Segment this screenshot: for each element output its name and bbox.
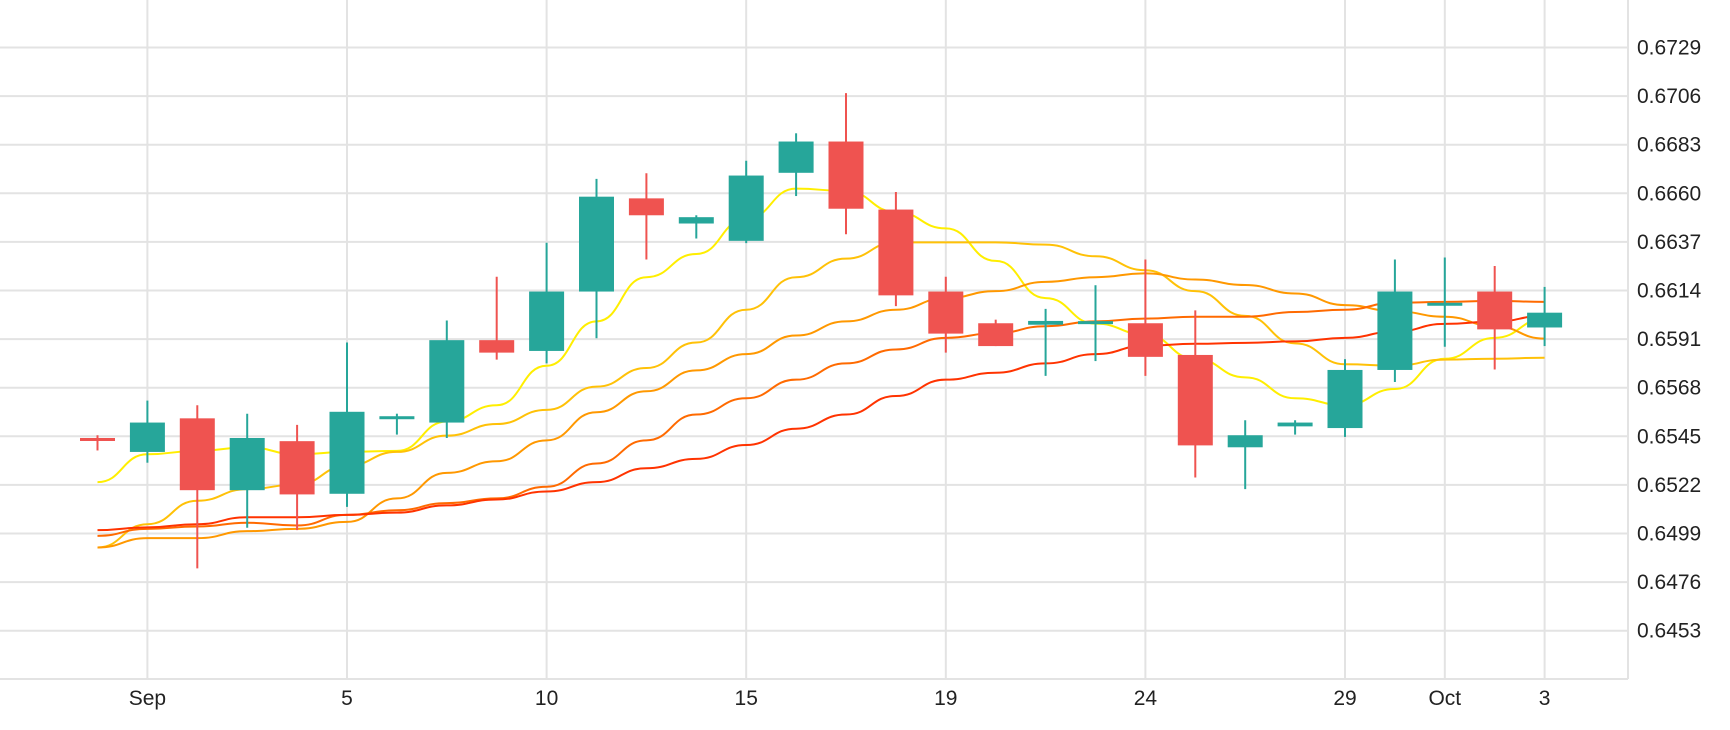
candle-body [678, 217, 714, 224]
candle-up [728, 160, 764, 244]
x-tick-label: 15 [735, 687, 758, 710]
candle-body [878, 209, 914, 296]
candle-body [1177, 354, 1213, 446]
x-axis: Sep 5 10 15 19 24 29 Oct 3 [129, 687, 1551, 710]
candle-down [1477, 265, 1513, 370]
candle-down [628, 173, 664, 260]
candle-up [329, 342, 365, 507]
candle-body [1078, 321, 1113, 325]
candle-body [1377, 291, 1413, 370]
candle-up [678, 215, 714, 239]
y-axis: 0.6729 0.6706 0.6683 0.6660 0.6637 0.6614 0.65… [1637, 37, 1702, 643]
candle-body [1227, 435, 1263, 448]
candle-up [1227, 420, 1263, 490]
candle-up [529, 242, 565, 364]
candle-up [579, 178, 614, 339]
candle-body [778, 141, 814, 173]
candle-body [1477, 291, 1513, 330]
y-tick-label: 0.6660 [1637, 182, 1701, 205]
x-tick-label: 29 [1333, 687, 1356, 710]
candle-body [1277, 422, 1313, 427]
candle-down [179, 405, 215, 569]
y-tick-label: 0.6706 [1637, 85, 1701, 108]
candle-body [628, 198, 664, 216]
candle-body [379, 416, 415, 420]
candle-body [1527, 312, 1563, 328]
candle-body [828, 141, 864, 209]
candle-body [1127, 323, 1163, 357]
candle-up [1277, 420, 1313, 435]
candle-up [1327, 359, 1363, 437]
candle-up [229, 413, 265, 528]
candle-body [129, 422, 165, 452]
candle-body [279, 441, 315, 495]
y-tick-label: 0.6637 [1637, 231, 1701, 254]
candle-body [928, 291, 964, 334]
candle-up [1527, 286, 1563, 347]
y-tick-label: 0.6545 [1637, 425, 1701, 448]
candle-up [1078, 285, 1113, 362]
candle-body [529, 291, 565, 351]
candle-down [978, 319, 1014, 347]
candle-down [928, 276, 964, 353]
ma-orange-line [97, 272, 1545, 549]
y-tick-label: 0.6614 [1637, 280, 1702, 303]
x-tick-label: 19 [934, 687, 957, 710]
candle-body [329, 411, 365, 494]
ma-yellow-line [97, 187, 1545, 484]
candle-body [429, 340, 465, 423]
candle-up [1028, 308, 1064, 376]
x-tick-label: 3 [1539, 687, 1551, 710]
candle-body [1327, 369, 1363, 429]
candle-body [978, 323, 1014, 347]
y-tick-label: 0.6453 [1637, 620, 1701, 643]
y-tick-label: 0.6522 [1637, 474, 1701, 497]
x-tick-label: 5 [341, 687, 353, 710]
x-tick-label: Sep [129, 687, 166, 710]
candle-body [479, 340, 515, 353]
x-tick-label: Oct [1428, 687, 1461, 710]
candle-up [778, 133, 814, 197]
y-tick-label: 0.6568 [1637, 377, 1701, 400]
candle-down [1127, 259, 1163, 376]
y-tick-label: 0.6683 [1637, 134, 1701, 157]
candle-up [379, 413, 415, 435]
candle-body [579, 196, 614, 292]
candle-down [828, 93, 864, 235]
candle-up [1377, 259, 1413, 382]
y-tick-label: 0.6499 [1637, 523, 1701, 546]
candle-down [279, 424, 315, 531]
candle-body [179, 418, 215, 491]
candle-body [80, 437, 115, 441]
y-tick-label: 0.6729 [1637, 37, 1701, 60]
candle-down [1177, 310, 1213, 478]
y-tick-label: 0.6476 [1637, 571, 1701, 594]
candle-body [229, 437, 265, 491]
candle-down [80, 435, 115, 451]
y-tick-label: 0.6591 [1637, 328, 1701, 351]
candle-up [1427, 257, 1463, 347]
candle-up [129, 400, 165, 463]
candle-body [1427, 302, 1463, 306]
candle-body [1028, 320, 1064, 325]
x-tick-label: 24 [1134, 687, 1158, 710]
candle-down [479, 276, 515, 360]
candle-down [878, 192, 914, 307]
candle-body [728, 175, 764, 241]
candle-up [429, 320, 465, 438]
candles [80, 93, 1563, 569]
ma-red-line [97, 314, 1545, 532]
x-tick-label: 10 [535, 687, 558, 710]
